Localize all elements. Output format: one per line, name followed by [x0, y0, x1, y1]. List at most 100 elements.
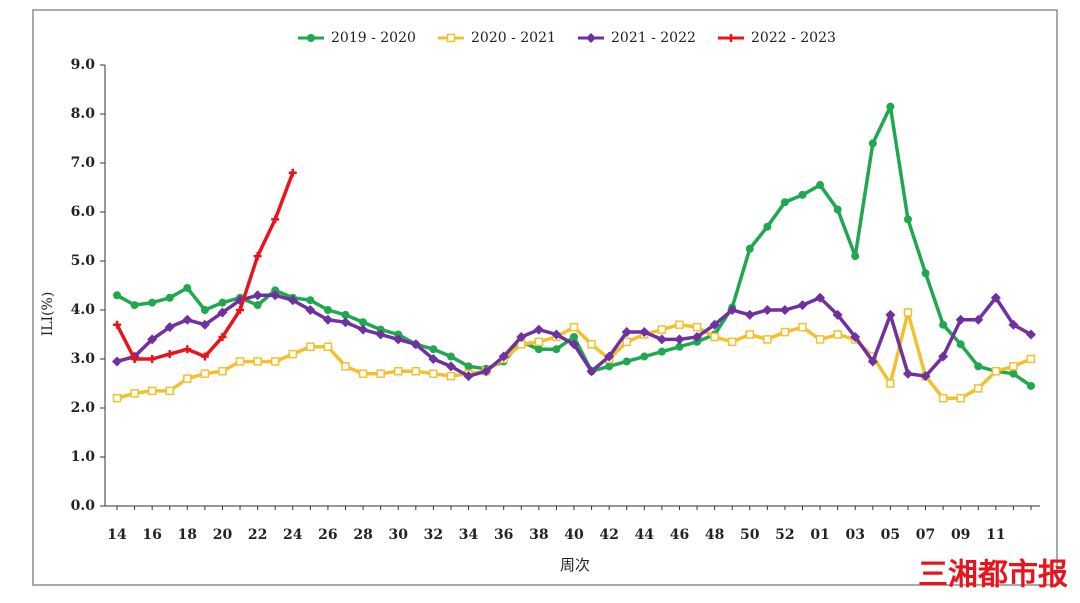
point — [903, 308, 913, 317]
point — [183, 374, 192, 383]
point — [1009, 362, 1018, 371]
x-tick-label: 28 — [353, 527, 372, 543]
point — [341, 310, 350, 319]
point — [973, 314, 984, 325]
point — [570, 332, 578, 341]
x-tick-label: 03 — [845, 527, 864, 543]
y-tick-label: 3.0 — [71, 351, 96, 367]
point — [446, 371, 456, 381]
x-tick-label: 48 — [705, 527, 724, 543]
point — [359, 318, 368, 327]
point — [112, 393, 122, 403]
point — [358, 324, 369, 335]
point — [148, 298, 157, 307]
point — [657, 325, 667, 334]
point — [815, 292, 826, 303]
y-tick-label: 7.0 — [71, 155, 96, 171]
y-tick-label: 6.0 — [71, 204, 96, 220]
point — [410, 339, 421, 350]
point — [622, 337, 631, 347]
point — [183, 283, 192, 292]
x-tick-label: 36 — [494, 527, 513, 543]
point — [165, 386, 174, 396]
point — [586, 366, 597, 377]
point — [956, 340, 965, 349]
point — [780, 327, 790, 337]
point — [218, 332, 227, 341]
y-tick-label: 1.0 — [71, 449, 96, 465]
point — [1026, 329, 1036, 340]
x-tick-label: 07 — [916, 527, 935, 543]
point — [393, 334, 404, 345]
point — [621, 327, 632, 338]
series-line — [115, 172, 295, 361]
point — [305, 305, 316, 315]
point — [446, 33, 456, 43]
point — [710, 332, 719, 342]
point — [112, 356, 122, 367]
point — [288, 349, 298, 359]
point — [938, 393, 948, 403]
point — [569, 322, 579, 332]
point — [955, 314, 966, 325]
y-tick-label: 4.0 — [71, 302, 96, 318]
legend-label: 2021 - 2022 — [611, 30, 696, 46]
point — [147, 386, 157, 396]
point — [253, 357, 262, 366]
point — [727, 305, 738, 315]
point — [921, 269, 930, 278]
x-axis-label: 周次 — [560, 556, 590, 574]
point — [832, 309, 843, 320]
point — [376, 369, 385, 378]
point — [1009, 369, 1018, 378]
point — [534, 337, 544, 347]
point — [200, 369, 210, 378]
point — [481, 366, 492, 377]
point — [657, 347, 666, 356]
point — [727, 337, 737, 347]
point — [851, 252, 860, 261]
y-tick-label: 5.0 — [71, 253, 96, 269]
point — [218, 298, 227, 307]
x-tick-label: 24 — [283, 527, 303, 543]
point — [113, 291, 121, 300]
x-tick-label: 09 — [951, 527, 970, 543]
point — [604, 351, 615, 362]
point — [252, 290, 263, 301]
x-tick-label: 30 — [388, 527, 408, 543]
point — [322, 314, 333, 325]
point — [113, 320, 121, 329]
x-tick-label: 11 — [986, 527, 1005, 543]
y-tick-label: 2.0 — [71, 400, 96, 416]
point — [833, 205, 842, 214]
point — [130, 389, 139, 398]
x-tick-label: 52 — [775, 527, 794, 543]
point — [903, 215, 912, 224]
point — [183, 345, 192, 354]
x-tick-label: 20 — [213, 527, 233, 543]
point — [1027, 381, 1035, 390]
point — [974, 362, 983, 371]
y-axis-label: ILI(%) — [40, 292, 56, 337]
x-tick-label: 32 — [424, 527, 443, 543]
point — [235, 357, 245, 366]
point — [675, 320, 684, 329]
point — [270, 357, 280, 366]
point — [656, 334, 667, 345]
point — [762, 305, 773, 315]
point — [1008, 319, 1019, 330]
point — [745, 244, 754, 253]
x-tick-label: 26 — [318, 527, 337, 543]
point — [920, 371, 931, 382]
point — [692, 331, 703, 342]
point — [605, 362, 614, 371]
point — [779, 305, 790, 315]
point — [938, 351, 949, 362]
point — [306, 342, 315, 351]
point — [815, 335, 825, 344]
point — [271, 215, 280, 224]
point — [798, 190, 807, 199]
point — [569, 339, 579, 350]
point — [552, 345, 561, 354]
